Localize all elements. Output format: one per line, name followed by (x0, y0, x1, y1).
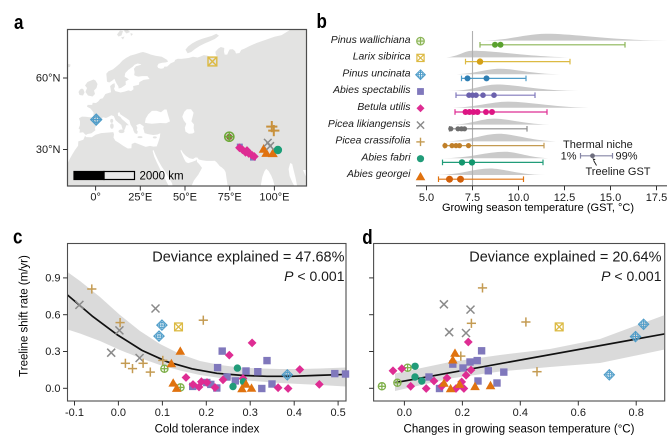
svg-text:17.5: 17.5 (646, 192, 667, 204)
svg-text:Abies georgei: Abies georgei (346, 169, 411, 180)
svg-text:b: b (317, 9, 327, 32)
svg-text:15.0: 15.0 (600, 192, 621, 204)
svg-text:0.0: 0.0 (397, 407, 412, 419)
svg-text:0.2: 0.2 (199, 407, 214, 419)
svg-text:a: a (14, 11, 24, 34)
svg-text:Abies spectabilis: Abies spectabilis (332, 85, 410, 96)
svg-text:Picea likiangensis: Picea likiangensis (328, 119, 411, 130)
svg-text:100°E: 100°E (259, 192, 289, 204)
svg-text:0.3: 0.3 (45, 346, 60, 358)
svg-text:0°: 0° (90, 192, 101, 204)
svg-text:7.5: 7.5 (465, 192, 480, 204)
svg-text:0.0: 0.0 (111, 407, 126, 419)
svg-text:0.1: 0.1 (155, 407, 170, 419)
svg-text:1%: 1% (561, 151, 577, 163)
svg-text:30°N: 30°N (36, 144, 61, 156)
svg-text:60°N: 60°N (36, 73, 61, 85)
svg-text:-0.1: -0.1 (65, 407, 84, 419)
svg-text:0.3: 0.3 (243, 407, 258, 419)
svg-text:0.4: 0.4 (287, 407, 302, 419)
svg-text:P < 0.001: P < 0.001 (284, 268, 345, 284)
svg-text:25°E: 25°E (128, 192, 152, 204)
svg-text:Abies fabri: Abies fabri (360, 152, 411, 163)
svg-text:Growing season temperature (GS: Growing season temperature (GST, °C) (442, 202, 634, 214)
svg-text:Betula utilis: Betula utilis (357, 102, 410, 113)
svg-text:d: d (362, 226, 372, 249)
svg-text:12.5: 12.5 (554, 192, 575, 204)
svg-text:0.6: 0.6 (571, 407, 586, 419)
svg-text:0.2: 0.2 (455, 407, 470, 419)
svg-text:Changes in growing season temp: Changes in growing season temperature (°… (404, 424, 635, 436)
svg-text:Deviance explained = 47.68%: Deviance explained = 47.68% (152, 250, 344, 266)
svg-text:c: c (13, 225, 22, 248)
svg-text:0.4: 0.4 (513, 407, 528, 419)
svg-text:0.5: 0.5 (330, 407, 345, 419)
svg-text:75°E: 75°E (218, 192, 242, 204)
svg-text:Larix sibirica: Larix sibirica (353, 52, 411, 63)
svg-text:99%: 99% (616, 151, 638, 163)
svg-text:0.9: 0.9 (45, 273, 60, 285)
svg-text:0.0: 0.0 (45, 383, 60, 395)
svg-text:2000 km: 2000 km (140, 171, 184, 183)
svg-text:0.8: 0.8 (629, 407, 644, 419)
svg-text:Pinus uncinata: Pinus uncinata (342, 68, 410, 79)
svg-text:Picea crassifolia: Picea crassifolia (335, 136, 410, 147)
svg-text:Thermal niche: Thermal niche (563, 139, 633, 151)
svg-text:P < 0.001: P < 0.001 (601, 268, 662, 284)
svg-text:50°E: 50°E (173, 192, 197, 204)
svg-text:Cold tolerance index: Cold tolerance index (155, 424, 260, 436)
svg-text:Treeline GST: Treeline GST (586, 166, 651, 178)
svg-text:Treeline shift rate (m/yr): Treeline shift rate (m/yr) (19, 255, 31, 377)
svg-text:5.0: 5.0 (419, 192, 434, 204)
svg-text:Deviance explained = 20.64%: Deviance explained = 20.64% (469, 250, 661, 266)
svg-text:10.0: 10.0 (508, 192, 529, 204)
svg-text:Pinus wallichiana: Pinus wallichiana (331, 35, 411, 46)
svg-text:0.6: 0.6 (45, 309, 60, 321)
